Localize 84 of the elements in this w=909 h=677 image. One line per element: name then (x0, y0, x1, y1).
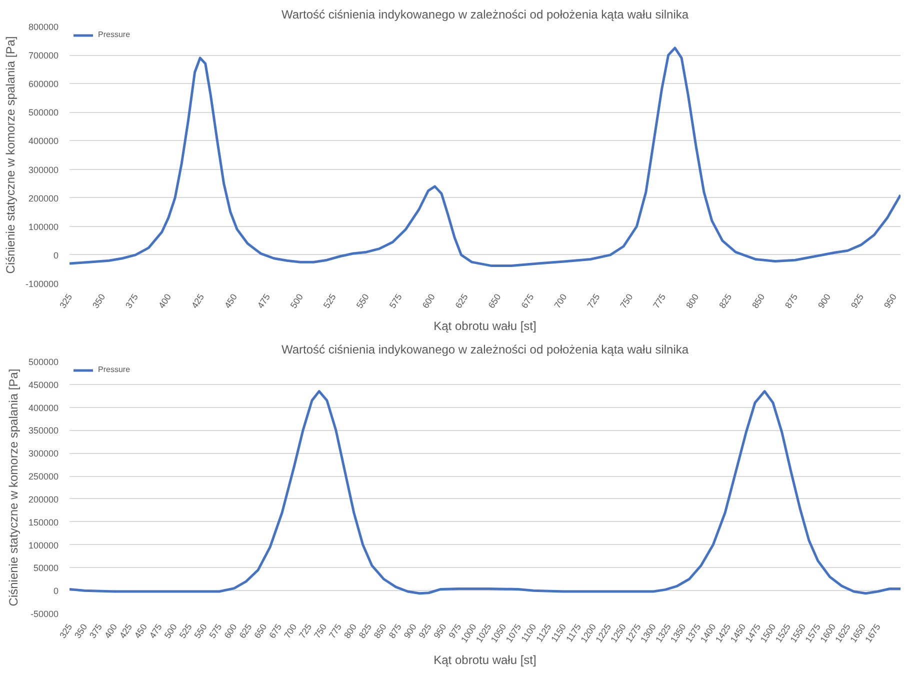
y-axis-title: Ciśnienie statyczne w komorze spalania [Pa] (6, 368, 20, 606)
x-tick-label: 925 (849, 292, 866, 310)
x-tick-label: 575 (207, 622, 224, 640)
x-tick-label: 450 (132, 622, 149, 640)
x-tick-label: 800 (684, 292, 701, 310)
x-tick-label: 650 (252, 622, 269, 640)
x-tick-label: 875 (783, 292, 800, 310)
x-tick-label: 950 (432, 622, 448, 640)
x-tick-label: 625 (453, 292, 470, 310)
y-tick-label: 150000 (28, 517, 59, 528)
y-tick-label: 0 (53, 586, 59, 596)
x-tick-label: 425 (190, 292, 206, 310)
x-tick-label: 725 (585, 292, 602, 310)
x-tick-label: 475 (147, 622, 164, 640)
x-tick-label: 600 (420, 292, 437, 310)
x-tick-label: 700 (552, 292, 569, 310)
y-tick-label: 100000 (28, 222, 59, 232)
x-tick-label: 550 (192, 622, 209, 640)
x-tick-label: 950 (882, 292, 899, 310)
x-tick-label: 525 (321, 292, 338, 310)
x-tick-label: 900 (402, 622, 418, 640)
legend-label: Pressure (98, 365, 130, 374)
chart-title: Wartość ciśnienia indykowanego w zależności od położenia kąta wału silnika (281, 8, 689, 22)
y-tick-label: 800000 (28, 22, 59, 32)
x-tick-label: 650 (486, 292, 503, 310)
x-tick-label: 825 (717, 292, 734, 310)
x-tick-label: 850 (372, 622, 388, 640)
y-tick-label: -100000 (25, 279, 58, 289)
x-tick-label: 775 (651, 292, 668, 310)
y-axis-title: Ciśnienie statyczne w komorze spalania [Pa] (3, 36, 18, 274)
y-tick-label: 200000 (28, 494, 59, 504)
y-tick-label: 700000 (28, 50, 59, 61)
x-tick-label: 850 (750, 292, 767, 310)
x-tick-label: 600 (222, 622, 239, 640)
x-tick-label: 425 (117, 622, 134, 640)
x-tick-label: 375 (124, 292, 140, 310)
x-tick-label: 375 (88, 622, 104, 640)
x-tick-label: 675 (519, 292, 536, 310)
line-series (70, 390, 900, 595)
x-tick-label: 750 (312, 622, 329, 640)
y-tick-label: 50000 (33, 563, 59, 574)
x-tick-label: 925 (416, 622, 434, 640)
x-tick-label: 700 (282, 622, 299, 640)
x-tick-label: 675 (267, 622, 284, 640)
x-tick-label: 575 (387, 292, 404, 310)
y-tick-label: 400000 (28, 136, 59, 146)
x-tick-label: 775 (327, 622, 344, 640)
x-tick-label: 500 (288, 292, 305, 310)
x-tick-label: 325 (58, 292, 74, 310)
x-tick-label: 400 (156, 292, 174, 310)
x-tick-label: 475 (255, 292, 272, 310)
y-tick-label: 500000 (28, 357, 59, 367)
y-tick-label: 250000 (28, 472, 59, 482)
x-tick-label: 900 (816, 292, 833, 310)
x-tick-label: 750 (618, 292, 635, 310)
y-tick-label: 200000 (28, 193, 59, 204)
x-tick-label: 800 (342, 622, 359, 640)
y-tick-label: 100000 (28, 540, 59, 550)
x-tick-label: 350 (90, 292, 108, 310)
line-series (70, 46, 900, 268)
x-tick-label: 525 (177, 622, 194, 640)
x-tick-label: 725 (297, 622, 314, 640)
x-tick-label: 325 (58, 622, 74, 640)
legend-label: Pressure (98, 30, 130, 39)
y-tick-label: -50000 (30, 609, 59, 619)
x-tick-label: 350 (72, 622, 90, 640)
x-tick-label: 500 (162, 622, 179, 640)
x-axis-title: Kąt obrotu wału [st] (434, 653, 536, 668)
y-tick-label: 300000 (28, 164, 59, 175)
x-tick-label: 825 (356, 622, 374, 640)
y-tick-label: 400000 (28, 402, 59, 413)
y-tick-label: 300000 (28, 448, 59, 459)
x-tick-label: 550 (354, 292, 371, 310)
x-tick-label: 450 (222, 292, 240, 310)
y-tick-label: 350000 (28, 426, 59, 436)
x-axis-title: Kąt obrotu wału [st] (434, 318, 536, 333)
x-tick-label: 400 (102, 622, 120, 640)
y-tick-label: 0 (53, 250, 59, 260)
y-tick-label: 450000 (28, 380, 59, 390)
x-tick-label: 875 (386, 622, 404, 640)
y-tick-label: 600000 (28, 79, 59, 90)
y-tick-label: 500000 (28, 108, 59, 118)
chart-title: Wartość ciśnienia indykowanego w zależności od położenia kąta wału silnika (281, 342, 689, 356)
x-tick-label: 625 (237, 622, 254, 640)
